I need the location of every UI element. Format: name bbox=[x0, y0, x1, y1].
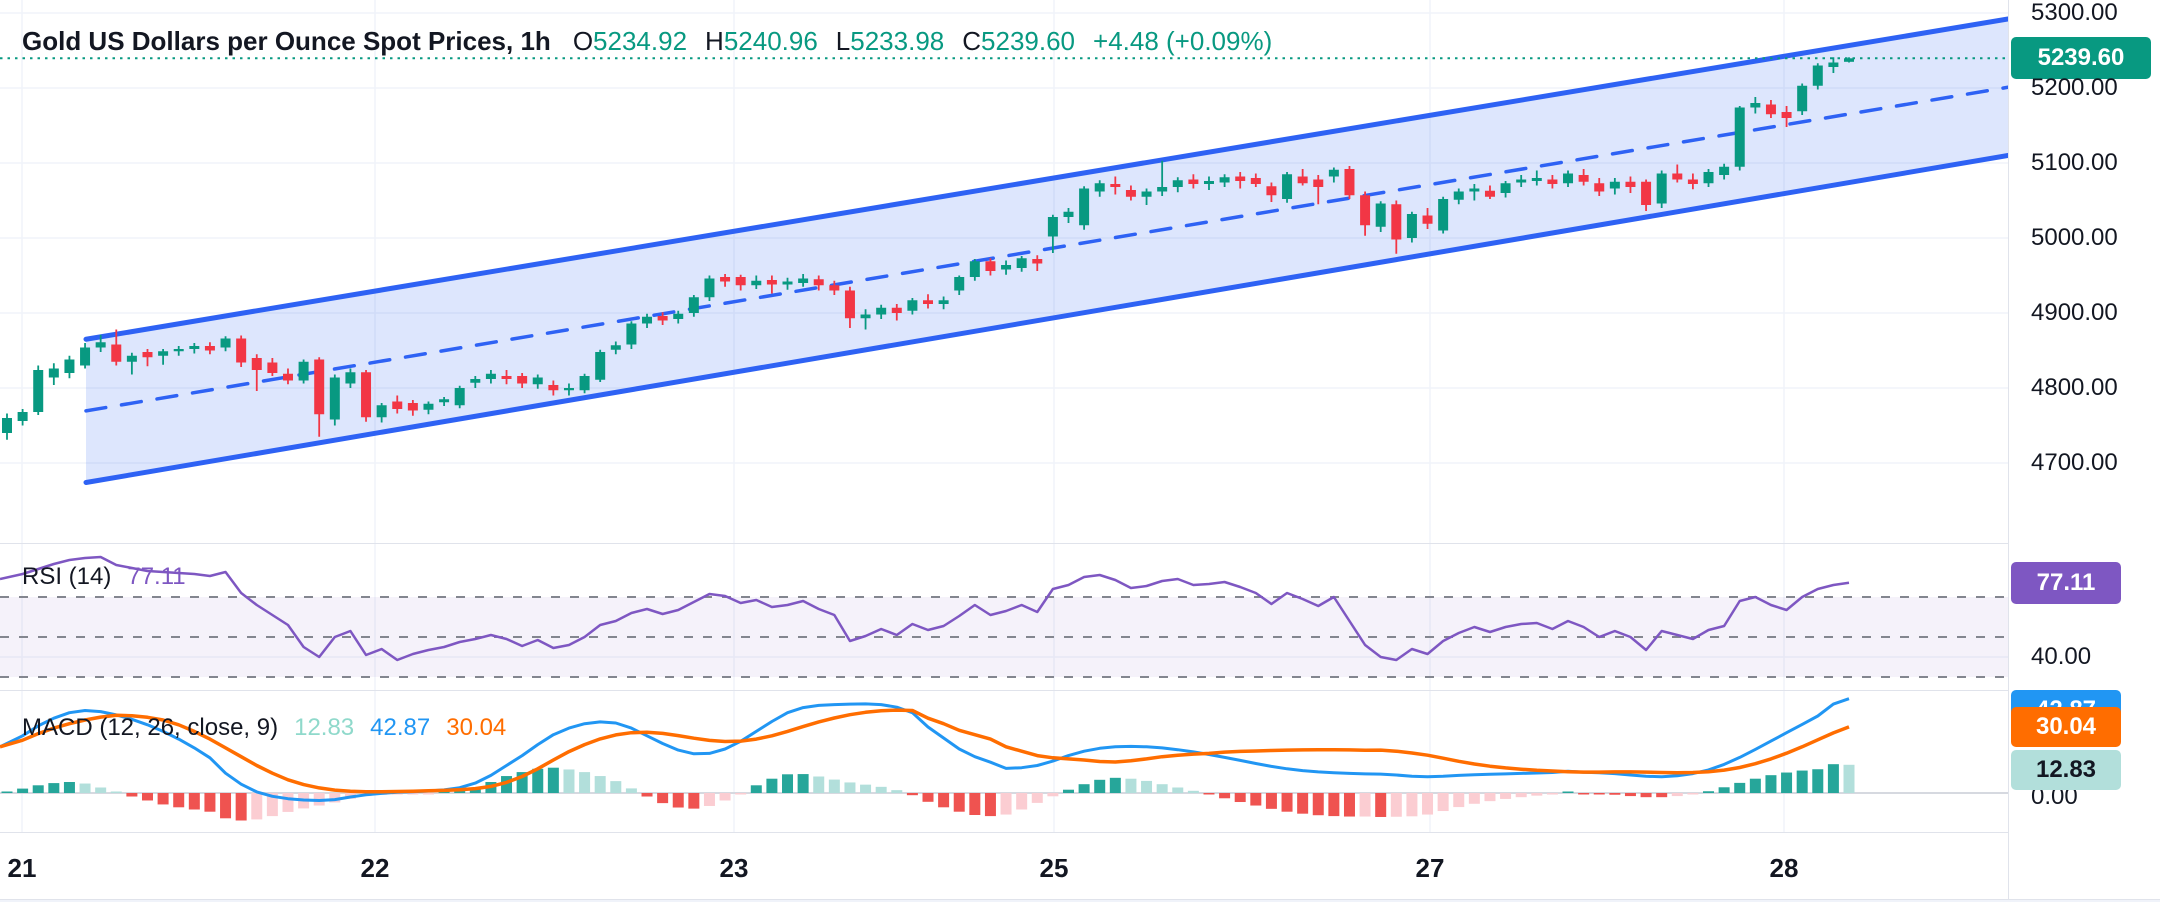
pane-divider-macd-timeaxis bbox=[0, 832, 2160, 833]
price-tick-label: 4800.00 bbox=[2031, 374, 2118, 401]
candles-layer bbox=[2, 57, 1855, 440]
price-tick-label: 4700.00 bbox=[2031, 449, 2118, 476]
macd-pane bbox=[0, 697, 2008, 821]
price-tick-label: 5200.00 bbox=[2031, 74, 2118, 101]
rsi-legend[interactable]: RSI (14) 77.11 bbox=[22, 563, 186, 591]
time-axis[interactable]: 21 22 23 25 27 28 bbox=[0, 833, 2008, 895]
macd-name[interactable]: MACD (12, 26, close, 9) bbox=[22, 714, 279, 741]
rsi-axis-tick: 40.00 bbox=[2031, 643, 2092, 670]
signal-value-tag: 30.04 bbox=[2011, 706, 2121, 747]
symbol-title[interactable]: Gold US Dollars per Ounce Spot Prices, 1… bbox=[22, 26, 551, 56]
pane-divider-main-rsi[interactable] bbox=[0, 543, 2160, 544]
trend-channel[interactable] bbox=[83, 16, 2008, 485]
macd-line bbox=[0, 697, 1850, 802]
pane-divider-rsi-macd[interactable] bbox=[0, 690, 2160, 691]
time-axis-label: 21 bbox=[7, 853, 37, 883]
ohlc-values: O5234.92 H5240.96 L5233.98 C5239.60 +4.4… bbox=[573, 26, 1272, 57]
price-tick-label: 4900.00 bbox=[2031, 299, 2118, 326]
price-tick-label: 5000.00 bbox=[2031, 224, 2118, 251]
price-chart-canvas[interactable] bbox=[0, 0, 2008, 899]
bottom-strip bbox=[0, 899, 2160, 902]
close-value: C5239.60 bbox=[962, 26, 1076, 56]
time-axis-label: 22 bbox=[360, 853, 390, 883]
rsi-name[interactable]: RSI (14) bbox=[22, 563, 112, 590]
rsi-pane bbox=[0, 555, 2008, 678]
signal-line bbox=[0, 708, 1850, 794]
time-axis-label: 23 bbox=[719, 853, 749, 883]
price-tick-label: 5300.00 bbox=[2031, 0, 2118, 26]
macd-legend[interactable]: MACD (12, 26, close, 9) 12.83 42.87 30.0… bbox=[22, 714, 506, 742]
price-tick-label: 5100.00 bbox=[2031, 149, 2118, 176]
open-value: O5234.92 bbox=[572, 26, 688, 56]
histogram-value-tag: 12.83 bbox=[2011, 749, 2121, 790]
last-price-tag: 5239.60 bbox=[2011, 37, 2151, 80]
time-axis-label: 27 bbox=[1415, 853, 1445, 883]
macd-hist-value: 12.83 bbox=[294, 714, 355, 741]
price-axis[interactable]: 40.00 0.00 42.87 30.04 12.83 77.11 5239.… bbox=[2008, 0, 2160, 899]
time-axis-label: 25 bbox=[1039, 853, 1069, 883]
rsi-current-value: 77.11 bbox=[127, 563, 186, 590]
macd-line-value: 42.87 bbox=[370, 714, 431, 741]
macd-signal-value: 30.04 bbox=[446, 714, 507, 741]
rsi-value-tag: 77.11 bbox=[2011, 561, 2121, 604]
high-value: H5240.96 bbox=[705, 26, 818, 56]
change-value: +4.48 (+0.09%) bbox=[1093, 26, 1273, 56]
low-value: L5233.98 bbox=[835, 26, 945, 56]
time-axis-label: 28 bbox=[1769, 853, 1799, 883]
symbol-legend[interactable]: Gold US Dollars per Ounce Spot Prices, 1… bbox=[22, 26, 1272, 57]
rsi-line bbox=[0, 555, 1850, 662]
